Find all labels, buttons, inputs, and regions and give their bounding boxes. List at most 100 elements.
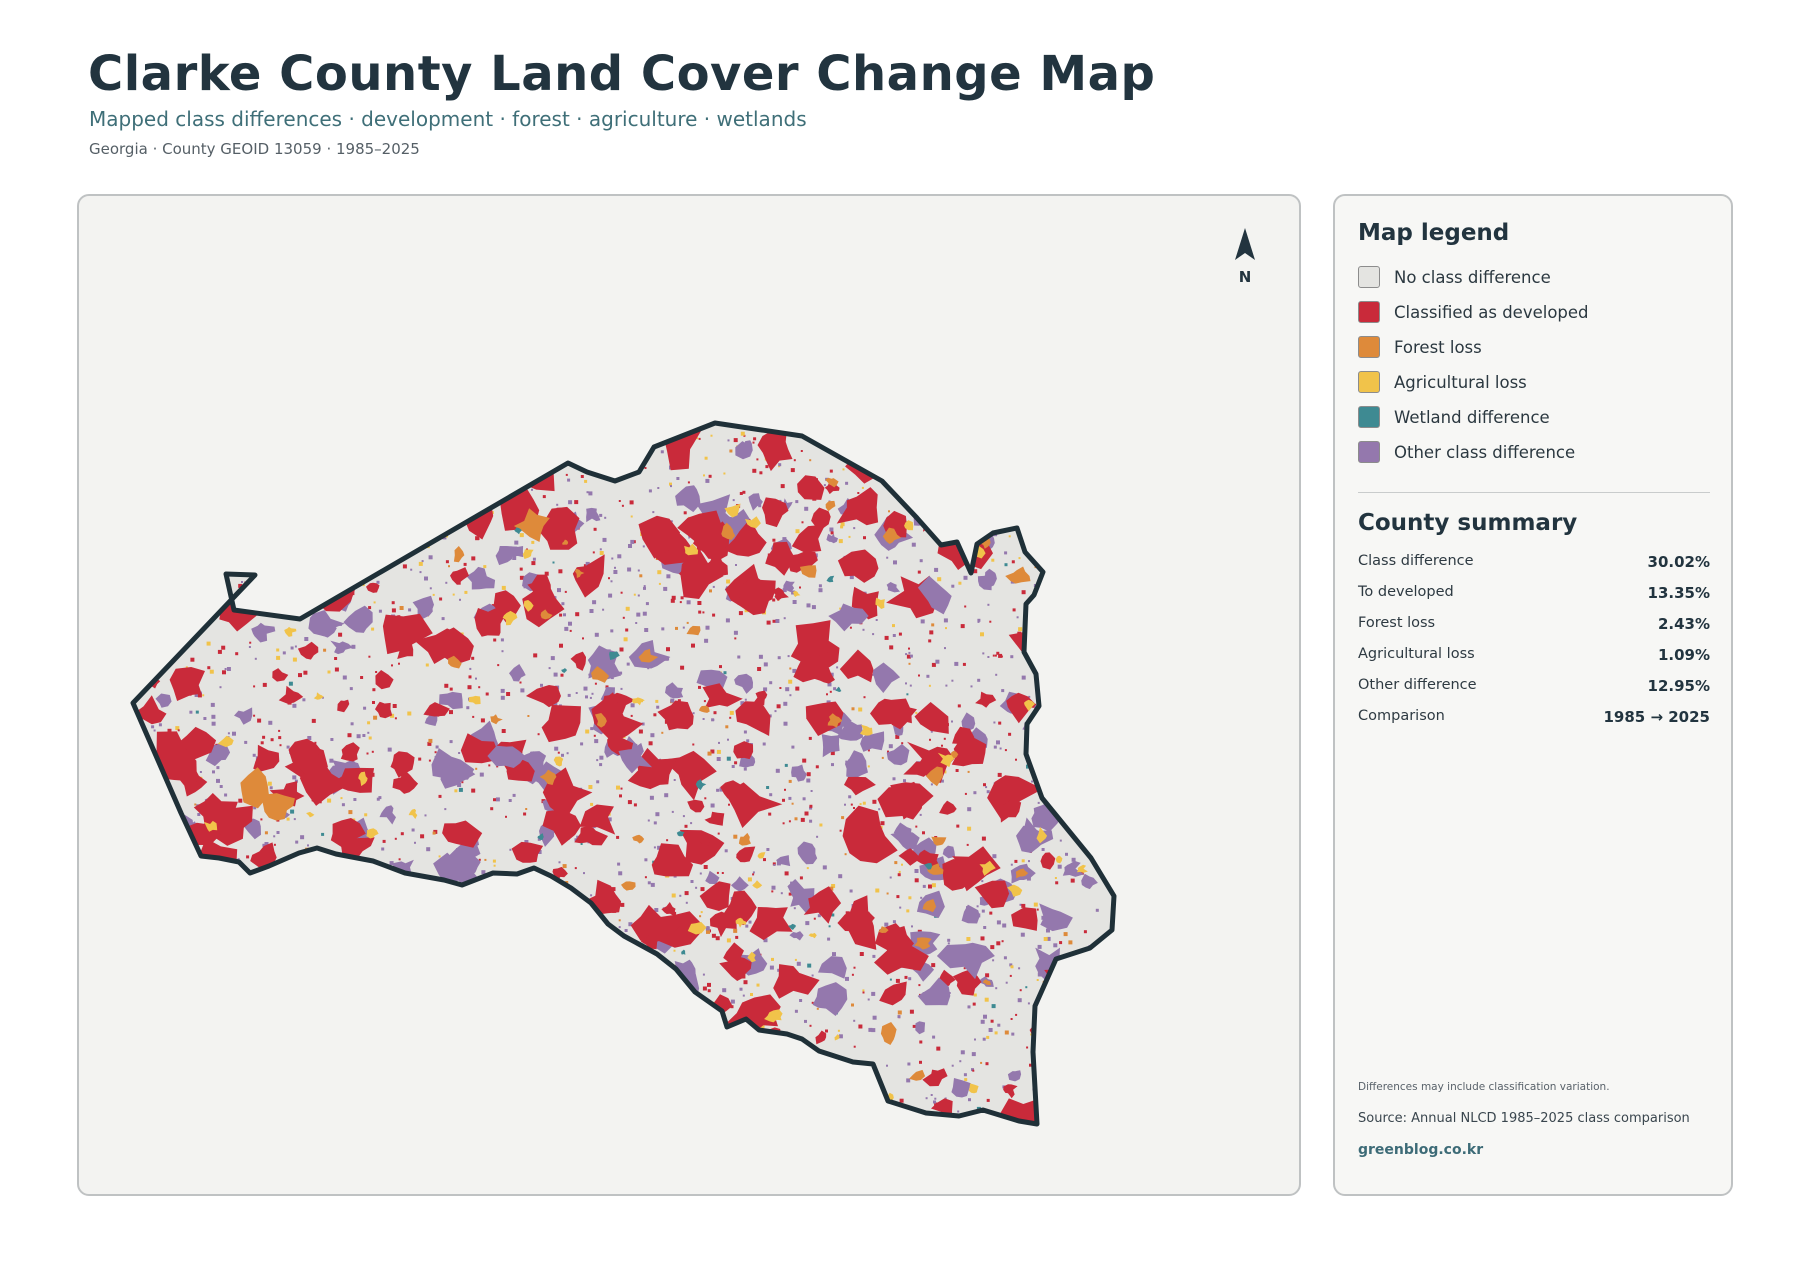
change-pixel	[248, 435, 251, 438]
change-pixel	[162, 619, 166, 623]
change-pixel	[728, 803, 730, 806]
change-pixel	[553, 956, 558, 961]
change-pixel	[306, 528, 311, 533]
change-pixel	[427, 910, 432, 915]
change-pixel	[1079, 461, 1084, 466]
change-pixel	[1081, 601, 1085, 605]
change-pixel	[576, 937, 581, 942]
change-patch	[278, 1091, 299, 1110]
change-pixel	[783, 721, 788, 726]
change-pixel	[1088, 700, 1091, 704]
change-pixel	[362, 542, 366, 546]
change-patch	[509, 664, 526, 682]
change-patch	[1051, 558, 1083, 583]
change-pixel	[505, 815, 507, 818]
change-pixel	[429, 587, 432, 590]
change-pixel	[775, 619, 780, 623]
county-map[interactable]	[79, 196, 1301, 1196]
change-pixel	[311, 1106, 315, 1109]
change-pixel	[1060, 981, 1064, 985]
change-pixel	[740, 701, 745, 706]
change-pixel	[983, 1014, 987, 1019]
change-pixel	[197, 953, 200, 956]
change-pixel	[452, 449, 457, 454]
change-pixel	[314, 741, 317, 744]
change-pixel	[196, 437, 199, 440]
change-pixel	[270, 738, 274, 742]
change-pixel	[348, 1071, 352, 1075]
change-pixel	[357, 454, 362, 459]
change-pixel	[312, 881, 316, 885]
change-pixel	[469, 1125, 473, 1129]
change-pixel	[344, 912, 348, 916]
change-pixel	[704, 638, 709, 643]
change-pixel	[758, 504, 762, 508]
change-pixel	[1057, 1104, 1060, 1107]
change-pixel	[216, 778, 220, 783]
change-pixel	[778, 463, 782, 467]
change-pixel	[601, 453, 605, 458]
change-patch	[169, 966, 187, 982]
change-pixel	[601, 931, 605, 935]
change-pixel	[1078, 749, 1081, 752]
change-pixel	[651, 958, 655, 962]
change-pixel	[867, 765, 870, 768]
map-panel[interactable]	[77, 194, 1301, 1196]
change-pixel	[1090, 762, 1094, 766]
change-pixel	[389, 947, 392, 950]
change-pixel	[448, 565, 450, 568]
change-pixel	[155, 778, 160, 783]
change-pixel	[284, 510, 289, 515]
change-pixel	[995, 673, 998, 676]
change-pixel	[607, 817, 612, 822]
change-patch	[408, 457, 445, 494]
change-pixel	[226, 1022, 229, 1024]
change-pixel	[727, 738, 729, 741]
change-patch	[737, 574, 776, 607]
change-pixel	[844, 853, 847, 856]
change-pixel	[630, 539, 635, 544]
change-pixel	[775, 768, 780, 773]
change-patch	[375, 670, 394, 690]
change-pixel	[887, 462, 892, 467]
change-pixel	[1001, 940, 1004, 943]
change-patch	[541, 704, 581, 743]
change-pixel	[1060, 1004, 1063, 1007]
change-pixel	[262, 1042, 266, 1046]
change-patch	[693, 521, 730, 560]
change-patch	[762, 497, 789, 528]
change-pixel	[227, 1085, 232, 1090]
change-pixel	[558, 569, 563, 574]
site-link[interactable]: greenblog.co.kr	[1358, 1142, 1484, 1158]
change-pixel	[341, 803, 345, 807]
change-pixel	[338, 632, 343, 637]
change-pixel	[822, 865, 827, 870]
change-patch	[187, 469, 220, 506]
change-pixel	[584, 479, 588, 483]
change-pixel	[789, 1119, 792, 1122]
legend-item-agricultural-loss: Agricultural loss	[1358, 369, 1527, 395]
change-pixel	[353, 444, 358, 449]
change-patch	[238, 929, 255, 947]
change-pixel	[504, 1033, 508, 1038]
change-pixel	[871, 1028, 876, 1033]
change-pixel	[407, 1031, 412, 1035]
change-pixel	[683, 511, 687, 515]
change-pixel	[956, 824, 960, 828]
change-pixel	[556, 503, 559, 506]
change-pixel	[1068, 940, 1073, 945]
change-pixel	[265, 480, 268, 483]
change-patch	[890, 782, 934, 820]
change-pixel	[917, 570, 921, 574]
county-area	[133, 423, 1114, 1124]
change-patch	[401, 908, 431, 936]
change-patch	[259, 1060, 291, 1077]
change-patch	[812, 664, 835, 684]
change-pixel	[892, 624, 895, 628]
change-pixel	[999, 510, 1004, 515]
change-pixel	[177, 729, 180, 732]
change-pixel	[158, 961, 162, 965]
change-patch	[835, 686, 842, 692]
change-patch	[406, 508, 430, 536]
change-pixel	[1036, 979, 1039, 981]
